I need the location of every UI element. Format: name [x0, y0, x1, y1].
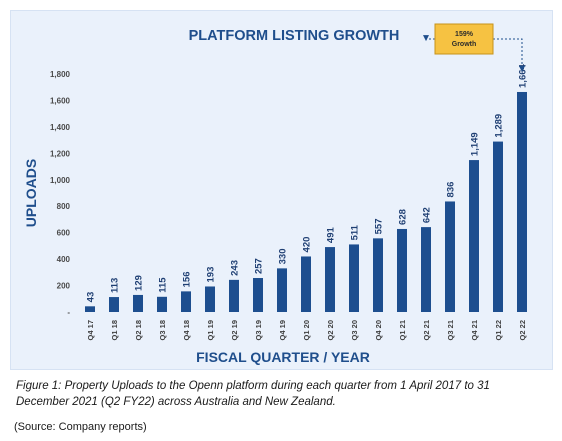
- bar-value-label: 628: [398, 209, 409, 225]
- y-tick-label: 1,400: [50, 123, 71, 132]
- annotation-arrowhead-left: [423, 35, 429, 42]
- x-tick-label: Q4 21: [470, 320, 479, 340]
- bar-value-label: 193: [206, 267, 217, 283]
- bar-value-label: 642: [422, 207, 433, 223]
- bar: [349, 244, 359, 312]
- bar-value-label: 113: [110, 278, 121, 293]
- bar: [325, 247, 335, 312]
- x-tick-label: Q2 21: [422, 320, 431, 340]
- x-tick-label: Q3 21: [446, 320, 455, 340]
- y-tick-label: 800: [57, 202, 71, 211]
- bar: [181, 291, 191, 312]
- bar-value-label: 511: [350, 224, 361, 240]
- x-tick-label: Q1 19: [206, 320, 215, 340]
- y-tick-label: 600: [57, 229, 71, 238]
- y-axis-label: UPLOADS: [23, 159, 39, 227]
- bar: [277, 268, 287, 312]
- bar-value-label: 43: [86, 292, 97, 303]
- y-tick-label: 400: [57, 255, 71, 264]
- x-tick-label: Q2 18: [134, 320, 143, 340]
- y-tick-label: -: [67, 308, 70, 317]
- x-tick-label: Q1 21: [398, 320, 407, 340]
- bar: [301, 256, 311, 312]
- y-tick-label: 1,200: [50, 149, 71, 158]
- bar-value-label: 156: [182, 272, 193, 288]
- bar-value-label: 1,289: [494, 114, 505, 138]
- x-tick-label: Q3 18: [158, 320, 167, 340]
- bar: [373, 238, 383, 312]
- x-tick-label: Q3 19: [254, 320, 263, 340]
- chart-title: PLATFORM LISTING GROWTH: [189, 28, 400, 44]
- bar: [133, 294, 143, 312]
- growth-annotation-percent: 159%: [455, 31, 474, 38]
- bar-value-label: 1,149: [470, 132, 481, 156]
- x-tick-label: Q3 20: [350, 320, 359, 340]
- growth-annotation-label: Growth: [452, 41, 477, 48]
- bar: [205, 286, 215, 312]
- bar-value-label: 243: [230, 260, 241, 276]
- y-tick-label: 200: [57, 282, 71, 291]
- x-tick-label: Q4 18: [182, 320, 191, 340]
- bar-value-label: 129: [134, 275, 145, 291]
- bar-value-label: 1,664: [518, 63, 529, 87]
- bar: [445, 201, 455, 312]
- bar: [469, 160, 479, 312]
- x-tick-label: Q2 22: [518, 320, 527, 340]
- x-axis-label: FISCAL QUARTER / YEAR: [196, 349, 370, 365]
- y-tick-label: 1,000: [50, 176, 71, 185]
- bar-value-label: 557: [374, 218, 385, 234]
- annotation-arrow-right: [493, 38, 523, 70]
- y-tick-label: 1,600: [50, 96, 71, 105]
- bar: [493, 141, 503, 312]
- x-tick-label: Q2 20: [326, 320, 335, 340]
- bar-chart: PLATFORM LISTING GROWTH UPLOADS FISCAL QUA…: [23, 23, 529, 365]
- x-tick-label: Q1 20: [302, 320, 311, 340]
- bar-value-label: 836: [446, 182, 457, 198]
- x-tick-label: Q4 20: [374, 320, 383, 340]
- bar: [253, 278, 263, 312]
- x-tick-label: Q1 22: [494, 320, 503, 340]
- bar: [517, 91, 527, 312]
- bar-value-label: 257: [254, 258, 265, 274]
- bar: [229, 279, 239, 312]
- chart-panel: PLATFORM LISTING GROWTH UPLOADS FISCAL QUA…: [10, 10, 553, 370]
- x-tick-label: Q4 17: [86, 320, 95, 340]
- bar-value-label: 491: [326, 227, 337, 244]
- y-tick-label: 1,800: [50, 70, 71, 79]
- bar-value-label: 115: [158, 277, 169, 293]
- source-note: (Source: Company reports): [14, 421, 147, 433]
- bar: [109, 297, 119, 312]
- annotation-arrowhead-right: [519, 65, 525, 72]
- x-tick-label: Q2 19: [230, 320, 239, 340]
- bar: [157, 296, 167, 312]
- bar-value-label: 330: [278, 249, 289, 265]
- x-tick-label: Q1 18: [110, 320, 119, 340]
- bar: [397, 228, 407, 312]
- figure-caption: Figure 1: Property Uploads to the Openn …: [16, 380, 490, 408]
- growth-annotation-box: [434, 23, 494, 55]
- x-tick-label: Q4 19: [278, 320, 287, 340]
- bar: [421, 227, 431, 312]
- bar-value-label: 420: [302, 237, 313, 253]
- bar: [85, 306, 95, 312]
